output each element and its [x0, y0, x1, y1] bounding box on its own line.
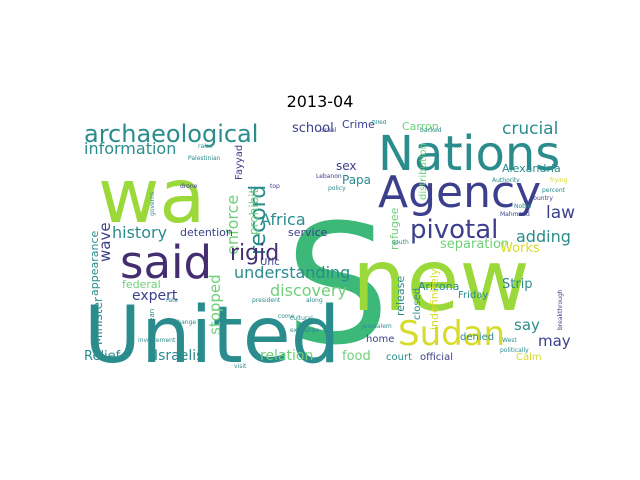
- cloud-word: drone: [180, 183, 198, 190]
- cloud-word: involvement: [138, 337, 176, 344]
- cloud-word: Sudan: [398, 314, 505, 354]
- cloud-word: Uric: [260, 257, 280, 268]
- cloud-word: policy: [328, 185, 346, 192]
- cloud-word: Works: [500, 241, 540, 256]
- cloud-word: refugee: [388, 207, 401, 250]
- cloud-word: rate: [166, 297, 178, 304]
- cloud-word: Arizona: [418, 280, 459, 293]
- cloud-word: Agency: [378, 167, 541, 218]
- cloud-word: Israel: [320, 127, 337, 134]
- cloud-word: Alexandria: [502, 162, 561, 175]
- cloud-word: Mahmoud: [500, 211, 530, 218]
- cloud-word: Jerusalem: [361, 323, 392, 330]
- cloud-word: West: [502, 337, 517, 344]
- cloud-word: service: [288, 226, 328, 239]
- cloud-word: filled: [372, 120, 387, 126]
- cloud-word: president: [252, 297, 281, 304]
- cloud-word: appearance: [88, 231, 101, 296]
- cloud-word: adding: [516, 227, 571, 246]
- cloud-background: [80, 120, 576, 368]
- cloud-word: Crime: [342, 120, 375, 131]
- cloud-word: detention: [180, 226, 233, 239]
- cloud-word: pivotal: [410, 215, 498, 245]
- cloud-word: Noble: [514, 203, 532, 210]
- cloud-word: Israelis: [154, 348, 203, 364]
- cloud-word: record: [246, 185, 271, 255]
- cloud-word: come: [278, 313, 295, 320]
- cloud-word: release: [394, 276, 407, 316]
- cloud-word: Nations: [378, 126, 560, 182]
- cloud-word: food: [342, 349, 371, 364]
- cloud-word: Minister: [91, 297, 105, 345]
- cloud-word: prohibit: [247, 188, 261, 235]
- cloud-word: Palestinian: [188, 155, 221, 162]
- cloud-word: Mediterranean: [148, 309, 156, 360]
- cloud-word: Authority: [492, 177, 520, 184]
- cloud-word: S: [285, 189, 390, 368]
- cloud-word: discovery: [270, 281, 347, 300]
- cloud-word: small: [446, 143, 462, 150]
- cloud-word: stopped: [206, 274, 224, 335]
- cloud-word: enforce: [223, 195, 242, 255]
- cloud-word: cultural: [290, 315, 313, 322]
- cloud-word: Africa: [260, 210, 306, 229]
- cloud-word: Strip: [502, 277, 533, 292]
- cloud-word: change: [174, 319, 196, 326]
- cloud-word: separation: [440, 237, 509, 252]
- cloud-word: frying: [550, 177, 568, 184]
- cloud-word: may: [538, 332, 571, 350]
- cloud-word: sex: [336, 159, 357, 173]
- cloud-word: percent: [542, 187, 566, 194]
- cloud-word: Carron: [402, 120, 439, 133]
- cloud-word: understanding: [234, 263, 350, 282]
- cloud-word: said: [120, 236, 212, 289]
- cloud-word: indefinitely: [428, 268, 441, 330]
- cloud-word: wa: [98, 152, 205, 240]
- cloud-word: crucial: [502, 120, 558, 139]
- cloud-word: Calm: [516, 352, 542, 363]
- cloud-word: country: [530, 195, 553, 202]
- page-title: 2013-04: [286, 92, 354, 111]
- cloud-word: law: [546, 203, 575, 223]
- cloud-word: breakthrough: [557, 289, 564, 330]
- cloud-word: backed: [420, 127, 442, 134]
- cloud-word: history: [112, 223, 167, 242]
- cloud-word: closed: [412, 288, 423, 320]
- cloud-word: denied: [460, 332, 494, 343]
- cloud-word: governs: [149, 192, 156, 216]
- cloud-word: south: [392, 239, 409, 246]
- cloud-word: school: [292, 121, 334, 136]
- cloud-word: official: [420, 352, 453, 363]
- cloud-word: home: [366, 334, 394, 345]
- cloud-word: Fayyad: [234, 145, 245, 180]
- cloud-word: raise: [198, 143, 213, 150]
- cloud-word: politically: [500, 347, 529, 354]
- cloud-word: visit: [234, 363, 247, 368]
- cloud-word: Lebanon: [316, 173, 342, 180]
- cloud-word: Friday: [458, 290, 488, 301]
- cloud-word: rigid: [230, 241, 279, 266]
- cloud-word: relation: [260, 348, 313, 364]
- cloud-word: United: [84, 291, 340, 368]
- cloud-word: information: [84, 139, 176, 158]
- cloud-word: top: [270, 183, 280, 190]
- cloud-word: federal: [122, 278, 161, 291]
- cloud-word: Papa: [342, 173, 371, 187]
- cloud-word: wave: [96, 222, 114, 262]
- cloud-word: say: [514, 316, 540, 334]
- cloud-word: court: [386, 352, 412, 363]
- cloud-word: archaeological: [84, 120, 258, 148]
- cloud-word: expert: [132, 288, 178, 304]
- cloud-word: distribution: [418, 143, 429, 200]
- cloud-word: along: [306, 297, 323, 304]
- cloud-word: exchange: [290, 327, 319, 334]
- cloud-word: new: [352, 231, 530, 331]
- cloud-word: Relief: [84, 349, 121, 364]
